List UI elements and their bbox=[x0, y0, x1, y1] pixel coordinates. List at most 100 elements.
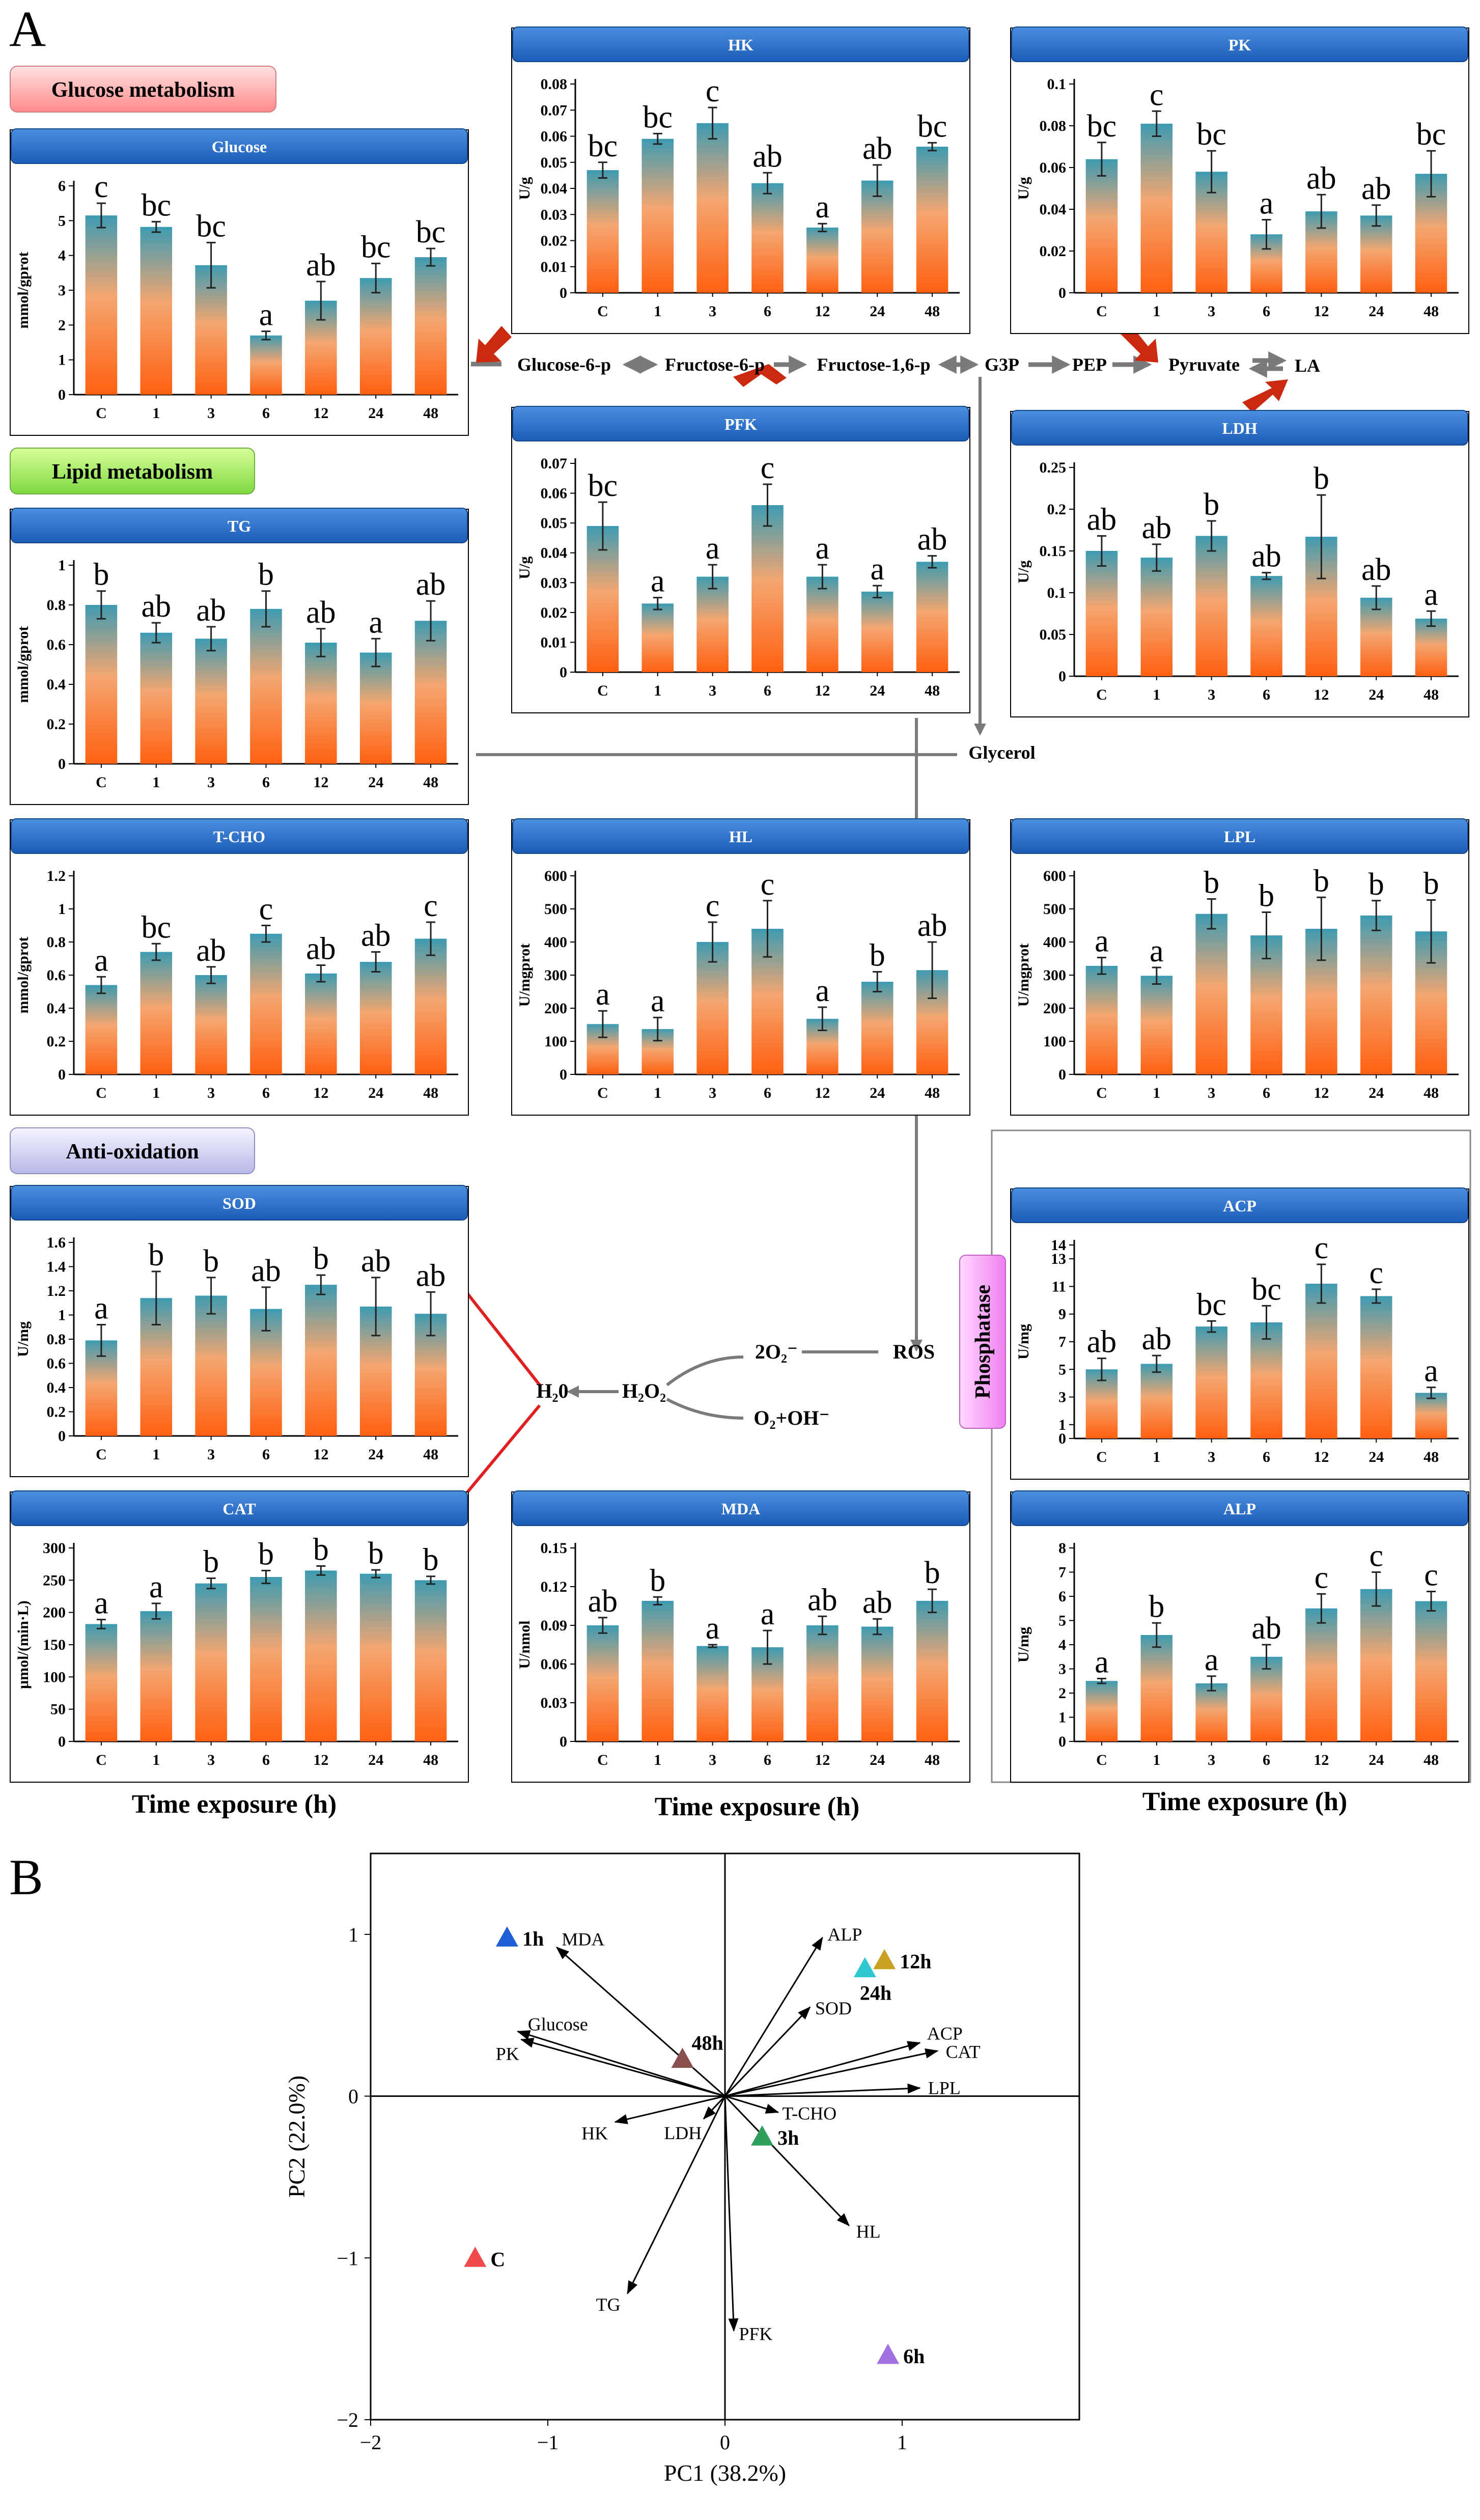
x-tick-label: 12 bbox=[815, 303, 830, 320]
y-tick-label: 0.8 bbox=[47, 1331, 66, 1348]
x-tick-label: 6 bbox=[1263, 686, 1270, 703]
chart-ylabel: mmol/gprot bbox=[15, 936, 32, 1013]
significance-letter: bc bbox=[142, 910, 172, 945]
bar bbox=[414, 938, 447, 1074]
chart-ylabel: U/mg bbox=[1015, 1324, 1032, 1360]
significance-letter: ab bbox=[306, 248, 336, 283]
significance-letter: ab bbox=[416, 567, 446, 602]
significance-letter: a bbox=[870, 552, 884, 587]
loading-arrow bbox=[724, 2006, 811, 2097]
significance-letter: b bbox=[650, 1563, 665, 1598]
x-tick-label: 1 bbox=[152, 774, 160, 791]
chart-title-bar bbox=[1011, 818, 1468, 854]
pca-ylabel: PC2 (22.0%) bbox=[284, 2075, 310, 2198]
x-tick-label: 3 bbox=[709, 1752, 716, 1768]
significance-letter: ab bbox=[862, 131, 892, 166]
x-tick-label: 6 bbox=[1263, 1752, 1270, 1768]
chart-title: ACP bbox=[1223, 1197, 1256, 1215]
significance-letter: bc bbox=[416, 215, 446, 250]
y-tick-label: 0.01 bbox=[541, 634, 568, 651]
panel-label-a: A bbox=[9, 1, 46, 57]
y-tick-label: 0.15 bbox=[541, 1540, 568, 1557]
y-tick-label: 7 bbox=[1058, 1334, 1066, 1350]
y-tick-label: 0.07 bbox=[541, 102, 568, 119]
pca-y-tick-label: 1 bbox=[348, 1923, 358, 1946]
bar bbox=[195, 639, 227, 764]
chart-ylabel: U/mgprot bbox=[516, 944, 533, 1007]
loading-arrow bbox=[520, 2038, 725, 2097]
x-tick-label: 12 bbox=[313, 1446, 328, 1463]
x-tick-label: 12 bbox=[313, 1752, 328, 1768]
chart-frame bbox=[511, 819, 970, 1116]
significance-letter: a bbox=[1095, 1645, 1109, 1680]
x-tick-label: C bbox=[1096, 1085, 1107, 1101]
y-tick-label: 13 bbox=[1051, 1251, 1066, 1267]
significance-letter: b bbox=[368, 1536, 384, 1571]
bar bbox=[861, 1626, 893, 1741]
significance-letter: b bbox=[148, 1238, 164, 1272]
loading-arrow bbox=[555, 1946, 725, 2097]
x-tick-label: 12 bbox=[1314, 303, 1329, 320]
y-tick-label: 600 bbox=[544, 868, 567, 884]
y-tick-label: 0.1 bbox=[1047, 76, 1067, 93]
bar bbox=[1085, 159, 1118, 293]
loading-label: ACP bbox=[927, 2024, 963, 2044]
y-tick-label: 0.2 bbox=[1047, 501, 1067, 518]
y-tick-label: 0 bbox=[560, 285, 567, 301]
x-tick-label: 48 bbox=[423, 1446, 438, 1463]
x-tick-label: 6 bbox=[1263, 1085, 1270, 1101]
loading-label: PFK bbox=[739, 2323, 772, 2344]
pca-point-label: C bbox=[490, 2248, 505, 2270]
significance-letter: a bbox=[816, 531, 830, 566]
bar bbox=[1195, 1326, 1227, 1438]
y-tick-label: 300 bbox=[544, 967, 567, 984]
pca-point-label: 48h bbox=[691, 2031, 723, 2054]
bar bbox=[587, 1625, 619, 1741]
significance-letter: b bbox=[1259, 879, 1274, 913]
x-tick-label: 1 bbox=[654, 682, 661, 699]
loading-label: LDH bbox=[664, 2123, 702, 2143]
node-pyruvate: Pyruvate bbox=[1168, 354, 1240, 375]
x-tick-label: 1 bbox=[1153, 1449, 1160, 1465]
x-tick-label: 3 bbox=[207, 1085, 215, 1101]
significance-letter: b bbox=[313, 1532, 329, 1567]
y-tick-label: 1 bbox=[58, 1307, 66, 1324]
y-tick-label: 500 bbox=[1043, 901, 1066, 918]
y-tick-label: 0.04 bbox=[541, 180, 568, 197]
node-h2o: H₂0 bbox=[536, 1379, 568, 1402]
loading-label: SOD bbox=[815, 1998, 852, 2018]
x-tick-label: 6 bbox=[764, 1752, 771, 1768]
loading-label: HL bbox=[856, 2222, 881, 2242]
y-tick-label: 0 bbox=[58, 1733, 66, 1750]
x-tick-label: 48 bbox=[1423, 1449, 1439, 1465]
bar bbox=[806, 576, 839, 672]
bar bbox=[359, 278, 392, 395]
x-tick-label: C bbox=[597, 682, 608, 699]
significance-letter: b bbox=[1149, 1589, 1164, 1624]
chart-mda: MDA U/nmol 0 0.03 0.06 0.09 0.12 0.15 ab Cb 1 a 3 a 6 a… bbox=[511, 1490, 970, 1783]
x-tick-label: 6 bbox=[262, 1446, 270, 1463]
bar bbox=[195, 1295, 227, 1436]
x-tick-label: 24 bbox=[870, 682, 885, 699]
bar bbox=[696, 1646, 729, 1741]
y-tick-label: 0 bbox=[1058, 1066, 1066, 1083]
significance-letter: a bbox=[651, 984, 665, 1018]
y-tick-label: 0.4 bbox=[47, 1000, 66, 1017]
significance-letter: c bbox=[761, 867, 775, 902]
pathway-lines bbox=[471, 351, 1287, 378]
significance-letter: b bbox=[423, 1543, 439, 1577]
section-phosphatase-label: Phosphatase bbox=[971, 1285, 995, 1399]
bar bbox=[140, 952, 173, 1074]
chart-title-bar bbox=[11, 1185, 468, 1221]
y-tick-label: 1 bbox=[1058, 1417, 1066, 1433]
x-tick-label: 3 bbox=[1208, 686, 1215, 703]
x-tick-label: 3 bbox=[207, 405, 215, 422]
x-tick-label: 12 bbox=[313, 774, 328, 791]
y-tick-label: 0.06 bbox=[541, 128, 568, 145]
chart-title-bar bbox=[512, 818, 969, 854]
chart-ldh: LDH U/g 0 0.05 0.1 0.15 0.2 0.25 ab Cab 1 b 3 ab 6 b 12 a… bbox=[1010, 410, 1469, 717]
significance-letter: b bbox=[1204, 487, 1219, 522]
